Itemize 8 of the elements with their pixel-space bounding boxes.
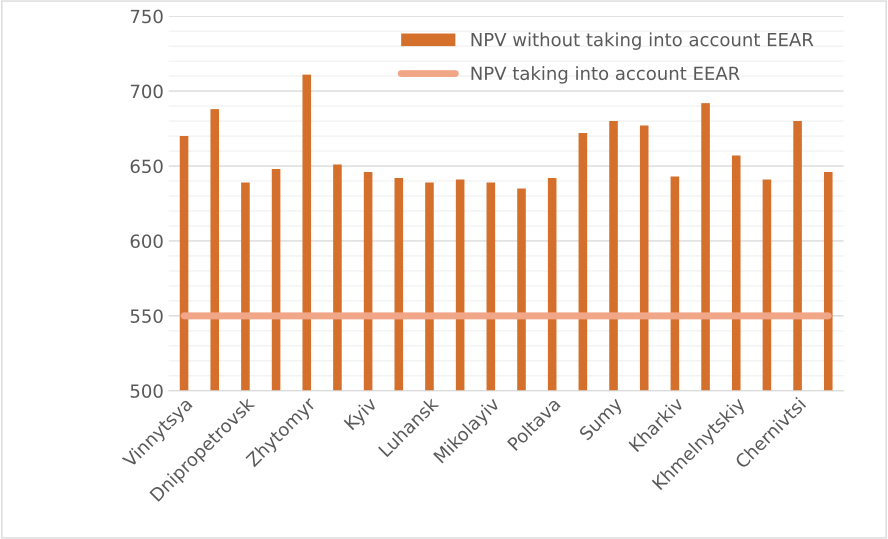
- y-tick-label: 700: [130, 84, 163, 98]
- y-tick-label: 750: [130, 10, 163, 24]
- y-tick-label: 500: [130, 384, 163, 398]
- y-tick-label: 600: [130, 234, 163, 248]
- y-tick-label: 650: [130, 159, 163, 174]
- legend-label: NPV without taking into account EEAR: [472, 32, 814, 50]
- y-tick-label: 550: [130, 309, 163, 323]
- legend-label: NPV taking into account EEAR: [472, 66, 740, 84]
